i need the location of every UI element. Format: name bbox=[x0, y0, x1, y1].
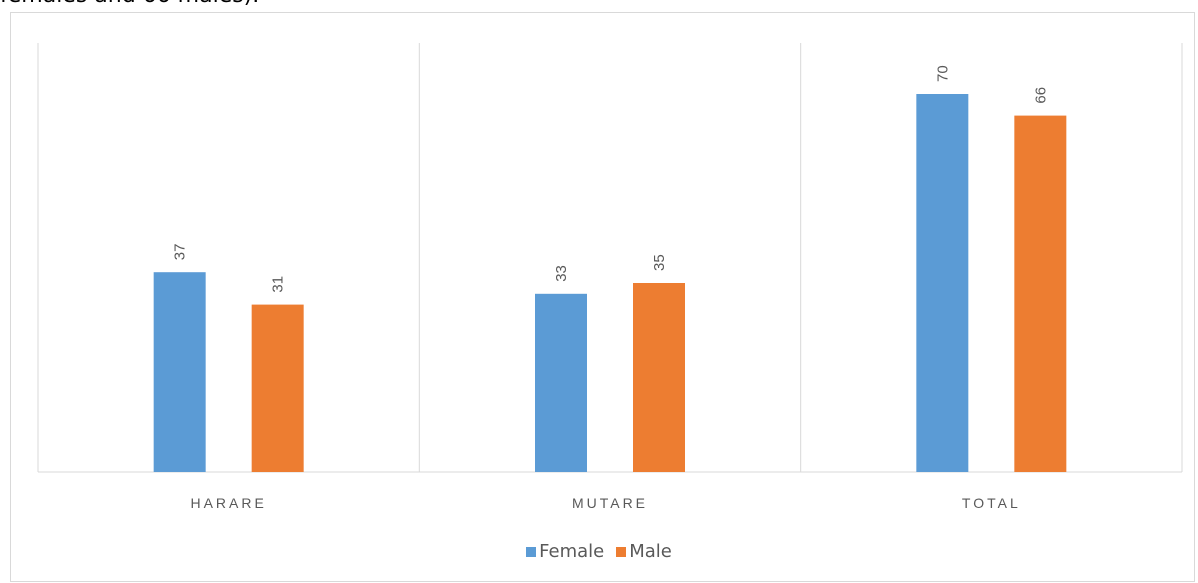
data-label: 35 bbox=[651, 254, 668, 271]
bar-male bbox=[251, 304, 304, 472]
legend-label-male: Male bbox=[629, 541, 672, 562]
bar-male bbox=[1014, 115, 1067, 472]
data-label: 70 bbox=[934, 65, 951, 82]
caption-text: females and 66 males). bbox=[0, 0, 259, 8]
chart-frame bbox=[10, 12, 1195, 582]
legend-swatch-female bbox=[526, 546, 537, 557]
category-label: HARARE bbox=[190, 495, 266, 511]
category-label: MUTARE bbox=[572, 495, 648, 511]
data-label: 33 bbox=[553, 265, 570, 282]
bar-female bbox=[916, 94, 969, 472]
legend-item-female: Female bbox=[526, 541, 604, 562]
bar-female bbox=[153, 272, 206, 472]
legend: Female Male bbox=[0, 541, 1198, 562]
legend-label-female: Female bbox=[539, 541, 605, 562]
legend-swatch-male bbox=[616, 546, 627, 557]
data-label: 66 bbox=[1032, 87, 1049, 104]
bar-female bbox=[535, 293, 587, 472]
bar-male bbox=[633, 283, 685, 472]
data-label: 31 bbox=[270, 276, 287, 293]
category-label: TOTAL bbox=[962, 495, 1021, 511]
data-label: 37 bbox=[172, 244, 189, 261]
legend-item-male: Male bbox=[616, 541, 672, 562]
